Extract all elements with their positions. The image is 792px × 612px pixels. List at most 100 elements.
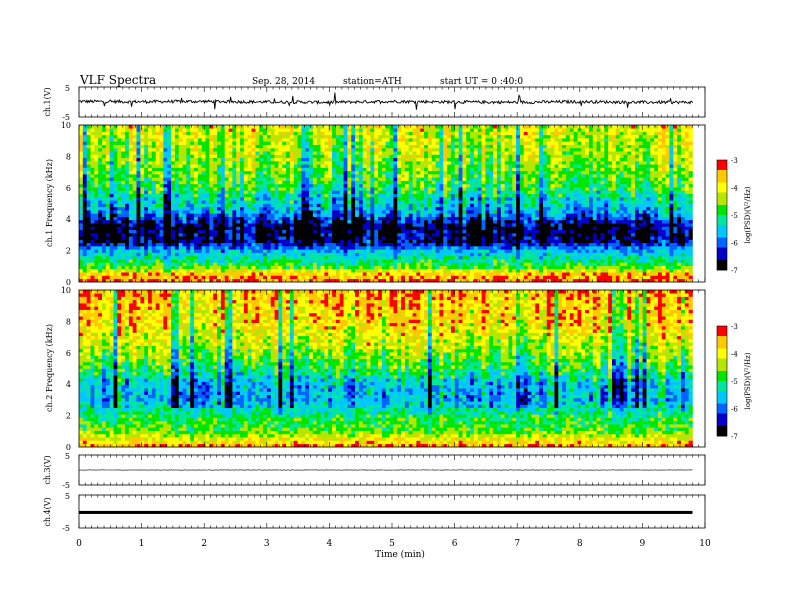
spec1-cells-cell	[573, 216, 578, 221]
spec1-cells-cell	[604, 246, 609, 250]
spec1-cells-cell	[596, 236, 601, 240]
spec1-cells-cell	[500, 180, 505, 185]
spec1-cells-cell	[186, 236, 191, 240]
spec1-cells-cell	[255, 236, 260, 240]
spec1-cells-cell	[109, 203, 114, 208]
spec1-cells-cell	[638, 190, 643, 194]
spec1-cells-cell	[519, 213, 525, 217]
spec1-cells-cell	[278, 216, 283, 221]
spec1-cells-cell	[278, 255, 283, 260]
spec1-cells-cell	[171, 232, 176, 237]
spec1-cells-cell	[251, 210, 256, 214]
spec1-cells-cell	[155, 239, 160, 244]
spec1-cells-cell	[588, 183, 594, 188]
spec1-cells-cell	[577, 242, 582, 247]
spec1-cells-cell	[148, 239, 153, 244]
spec1-cells-cell	[531, 278, 536, 283]
spec1-cells-cell	[531, 268, 536, 273]
spec1-cells-cell	[332, 249, 337, 253]
spec1-cells-cell	[677, 196, 682, 201]
spec1-cells-cell	[393, 246, 398, 250]
spec1-cells-cell	[642, 219, 647, 224]
spec1-cells-cell	[209, 193, 214, 198]
spec1-cells-cell	[420, 278, 425, 283]
spec1-cells-cell	[305, 252, 310, 257]
spec1-cells-cell	[171, 272, 176, 276]
spec1-cells-cell	[665, 200, 670, 204]
spec1-cells-cell	[657, 246, 663, 250]
spec1-cells-cell	[220, 252, 225, 257]
spec1-cells-cell	[577, 206, 582, 211]
spec1-cells-cell	[86, 180, 91, 185]
spec1-cells-cell	[588, 252, 594, 257]
spec1-cells-cell	[205, 223, 210, 227]
spec1-cells-cell	[102, 239, 107, 244]
spec1-cells-cell	[289, 216, 295, 221]
spec1-cells-cell	[228, 226, 233, 230]
spec1-cells-cell	[558, 216, 563, 221]
spec1-cells-cell	[132, 239, 137, 244]
spec1-cells-cell	[604, 187, 609, 191]
spec1-cells-cell	[213, 210, 218, 214]
spec1-cells-cell	[431, 272, 436, 276]
spec1-cells-cell	[82, 265, 87, 270]
spec1-cells-cell	[542, 278, 548, 283]
spec1-cells-cell	[316, 190, 321, 194]
spec1-cells-cell	[581, 203, 586, 208]
spec1-cells-cell	[665, 203, 670, 208]
spec1-cells-cell	[393, 232, 398, 237]
spec1-cells-cell	[546, 278, 551, 283]
spec1-cells-cell	[251, 226, 256, 230]
spec1-cells-cell	[328, 196, 333, 201]
spec1-cells-cell	[255, 239, 260, 244]
spec1-cells-cell	[600, 236, 605, 240]
spec1-cells-cell	[531, 183, 536, 188]
spec1-cells-cell	[109, 187, 114, 191]
spec1-cells-cell	[220, 203, 225, 208]
spec1-cells-cell	[155, 262, 160, 266]
spec1-cells-cell	[554, 265, 559, 270]
spec1-cells-cell	[631, 190, 636, 194]
spec1-cells-cell	[236, 236, 241, 240]
spec1-cells-cell	[125, 272, 130, 276]
spec1-cells-cell	[481, 246, 486, 250]
spec1-cells-cell	[163, 183, 168, 188]
spec1-cells-cell	[581, 249, 586, 253]
spec1-cells-cell	[351, 236, 356, 240]
spec1-cells-cell	[447, 213, 452, 217]
spec1-cells-cell	[236, 259, 241, 263]
spec1-cells-cell	[688, 200, 693, 204]
spec1-cells-cell	[339, 196, 344, 201]
spec1-cells-cell	[247, 242, 252, 247]
spec1-cells-cell	[274, 216, 279, 221]
spec1-cells-cell	[167, 200, 172, 204]
spec1-cells-cell	[554, 252, 559, 257]
spec1-cells-cell	[385, 272, 390, 276]
spec1-cells-cell	[519, 265, 525, 270]
spec1-cells-cell	[600, 268, 605, 273]
spec1-cells-cell	[404, 249, 410, 253]
spec1-cells-cell	[312, 278, 318, 283]
spec1-cells-cell	[286, 213, 291, 217]
spec1-cells-cell	[619, 275, 624, 280]
spec1-cells-cell	[232, 262, 237, 266]
spec1-cells-cell	[197, 183, 202, 188]
spec1-cells-cell	[404, 232, 410, 237]
spec1-cells-cell	[316, 216, 321, 221]
spec1-cells-cell	[481, 183, 486, 188]
spec1-cells-cell	[481, 262, 486, 266]
spec1-cells-cell	[155, 249, 160, 253]
spec1-cells-cell	[550, 232, 555, 237]
spec1-cells-cell	[144, 255, 149, 260]
spec1-cells-cell	[98, 193, 103, 198]
spec1-cells-cell	[105, 190, 110, 194]
spec1-cells-cell	[554, 183, 559, 188]
spec1-cells-cell	[443, 203, 448, 208]
spec1-cells-cell	[186, 190, 191, 194]
spec1-cells-cell	[489, 196, 494, 201]
spec1-cells-cell	[197, 187, 202, 191]
spec1-cells-cell	[282, 252, 287, 257]
spec1-cells-cell	[462, 226, 467, 230]
spec1-cells-cell	[397, 236, 402, 240]
spec1-cells-cell	[508, 180, 513, 185]
